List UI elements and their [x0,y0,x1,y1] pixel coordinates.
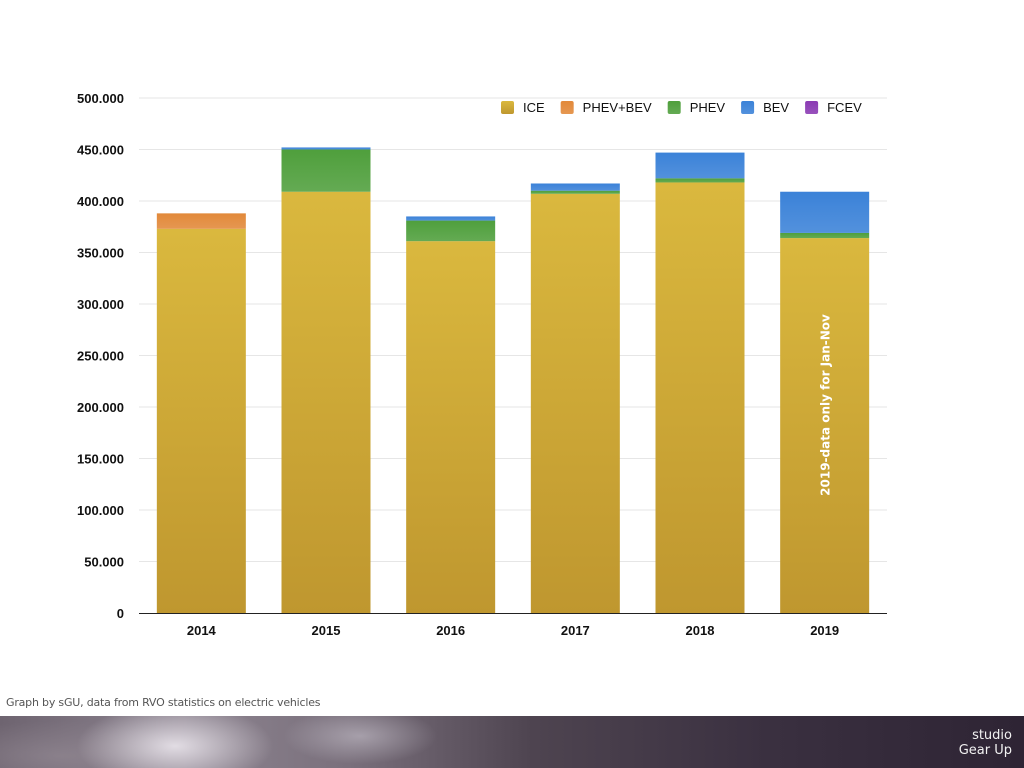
bar-2017-ice [530,193,620,614]
stacked-bar-chart: 0 50.000 100.000 150.000 200.000 250.000 300.0… [77,91,887,638]
y-tick-label: 400.000 [77,194,124,209]
footer-banner [0,716,1024,768]
x-tick-label: 2019 [810,623,839,638]
legend-swatch [501,101,514,114]
brand-line-1: studio [972,728,1012,743]
x-tick-label: 2017 [561,623,590,638]
bar-2016-ice [406,241,496,614]
y-tick-label: 150.000 [77,452,124,467]
bar-2015-ice [281,191,371,614]
brand-line-2: Gear Up [958,743,1012,758]
legend-label: PHEV+BEV [583,100,652,115]
credit-text: Graph by sGU, data from RVO statistics o… [6,696,321,709]
legend-swatch [560,101,574,114]
bar-2018-bev [655,152,745,179]
bar-2019-phev [780,232,870,239]
x-tick-label: 2016 [436,623,465,638]
y-tick-label: 300.000 [77,297,124,312]
legend-swatch [741,101,755,114]
y-tick-label: 100.000 [77,503,124,518]
bar-2016-phev [406,220,496,242]
chart-annotation: 2019-data only for Jan-Nov [819,314,833,496]
x-axis: 2014 2015 2016 2017 2018 2019 [139,613,887,638]
grid-lines [139,97,887,562]
bar-2017-bev [530,183,620,191]
bar-2014-ice [156,228,246,613]
legend-label: BEV [763,100,789,115]
legend-label: PHEV [690,100,726,115]
bar-2015-bev [281,147,371,150]
y-tick-label: 50.000 [84,555,124,570]
x-tick-label: 2014 [187,623,217,638]
bar-2014-phev-bev [156,213,246,229]
x-tick-label: 2018 [686,623,715,638]
legend-label: ICE [523,100,545,115]
y-tick-label: 450.000 [77,143,124,158]
legend-swatch [667,101,681,114]
brand-logo: studio Gear Up [959,728,1012,758]
bar-2018-phev [655,178,745,183]
bar-2019-ice [780,238,870,613]
y-tick-label: 200.000 [77,400,124,415]
y-tick-label: 250.000 [77,349,124,364]
x-tick-label: 2015 [312,623,341,638]
bar-2017-phev [530,190,620,194]
y-tick-label: 500.000 [77,91,124,106]
legend-swatch [805,101,819,114]
bar-2015-phev [281,149,371,192]
bar-2018-ice [655,182,745,613]
bar-2019-bev [780,191,870,233]
legend-label: FCEV [827,100,862,115]
legend: ICE PHEV+BEV PHEV BEV FCEV [501,100,862,115]
y-tick-label: 0 [117,606,124,621]
y-axis: 0 50.000 100.000 150.000 200.000 250.000 300.0… [77,91,124,621]
bars [156,147,870,614]
y-tick-label: 350.000 [77,246,124,261]
bar-2016-bev [406,216,496,221]
